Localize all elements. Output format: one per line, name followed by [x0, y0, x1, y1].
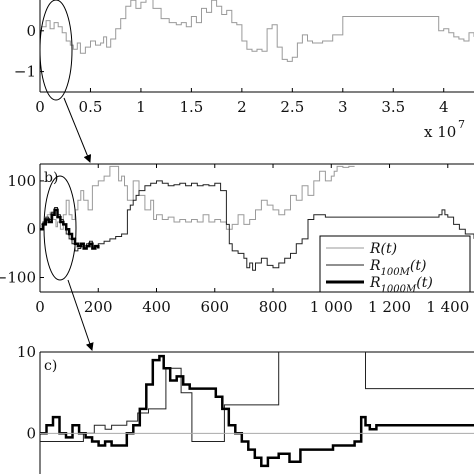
- x-tick-label: 1 200: [368, 298, 411, 316]
- x-tick-label: 2: [237, 98, 247, 116]
- series-group: [40, 0, 474, 62]
- y-tick-label: −100: [0, 269, 36, 287]
- series-line-b-1: [40, 180, 474, 271]
- x-tick-label: 1 400: [426, 298, 469, 316]
- series-group: [40, 352, 474, 468]
- x-tick-label: 1 000: [310, 298, 353, 316]
- series-group: [40, 165, 474, 271]
- zoom-ellipse-a: [39, 0, 73, 101]
- y-tick-label: 100: [7, 172, 36, 190]
- x-tick-label: 400: [142, 298, 171, 316]
- x-tick-label: 0: [35, 98, 45, 116]
- panel-label-b: b): [44, 170, 58, 186]
- y-tick-label: 10: [17, 343, 36, 361]
- zoom-arrows: [39, 0, 94, 351]
- x-tick-label: 2.5: [280, 98, 304, 116]
- x-tick-label: 1.5: [179, 98, 203, 116]
- legend-entry: R(t): [369, 241, 397, 257]
- zoom-ellipse-b: [43, 175, 77, 281]
- series-line-c-1: [40, 354, 474, 468]
- panel-a: 0 0.5 1 1.5 2 2.5 3 3.5 4 0 −1 x 10 7: [14, 0, 474, 141]
- panel-label-c: c): [44, 358, 57, 374]
- y-tick-label: 0: [26, 424, 36, 442]
- series-line-c-0: [40, 352, 474, 442]
- x-multiplier: x 10: [424, 123, 456, 141]
- x-tick-label: 0.5: [79, 98, 103, 116]
- legend-entry: R1000M(t): [369, 275, 433, 295]
- panel-c: 10 0 c): [17, 343, 474, 474]
- x-tick-label: 1: [136, 98, 146, 116]
- y-tick-label: 0: [26, 220, 36, 238]
- panel-b: 0 200 400 600 800 1 000 1 200 1 4001000−100b)R(…: [0, 163, 474, 316]
- series-line-b-2: [40, 208, 100, 250]
- x-tick-label: 3: [338, 98, 348, 116]
- x-tick-label: 3.5: [381, 98, 405, 116]
- x-tick-label: 4: [439, 98, 449, 116]
- y-tick-label: 0: [26, 22, 36, 40]
- x-tick-label: 800: [259, 298, 288, 316]
- x-tick-label: 200: [84, 298, 113, 316]
- x-tick-label: 600: [200, 298, 229, 316]
- series-line-a-0: [40, 0, 474, 62]
- x-tick-label: 0: [35, 298, 45, 316]
- legend-entry: R100M(t): [369, 258, 426, 278]
- y-tick-label: −1: [14, 63, 36, 81]
- series-line-b-0: [40, 165, 355, 230]
- zoom-arrow-a-to-b: [63, 97, 92, 163]
- zoom-arrow-b-to-c: [67, 279, 94, 351]
- x-multiplier-exponent: 7: [458, 118, 465, 131]
